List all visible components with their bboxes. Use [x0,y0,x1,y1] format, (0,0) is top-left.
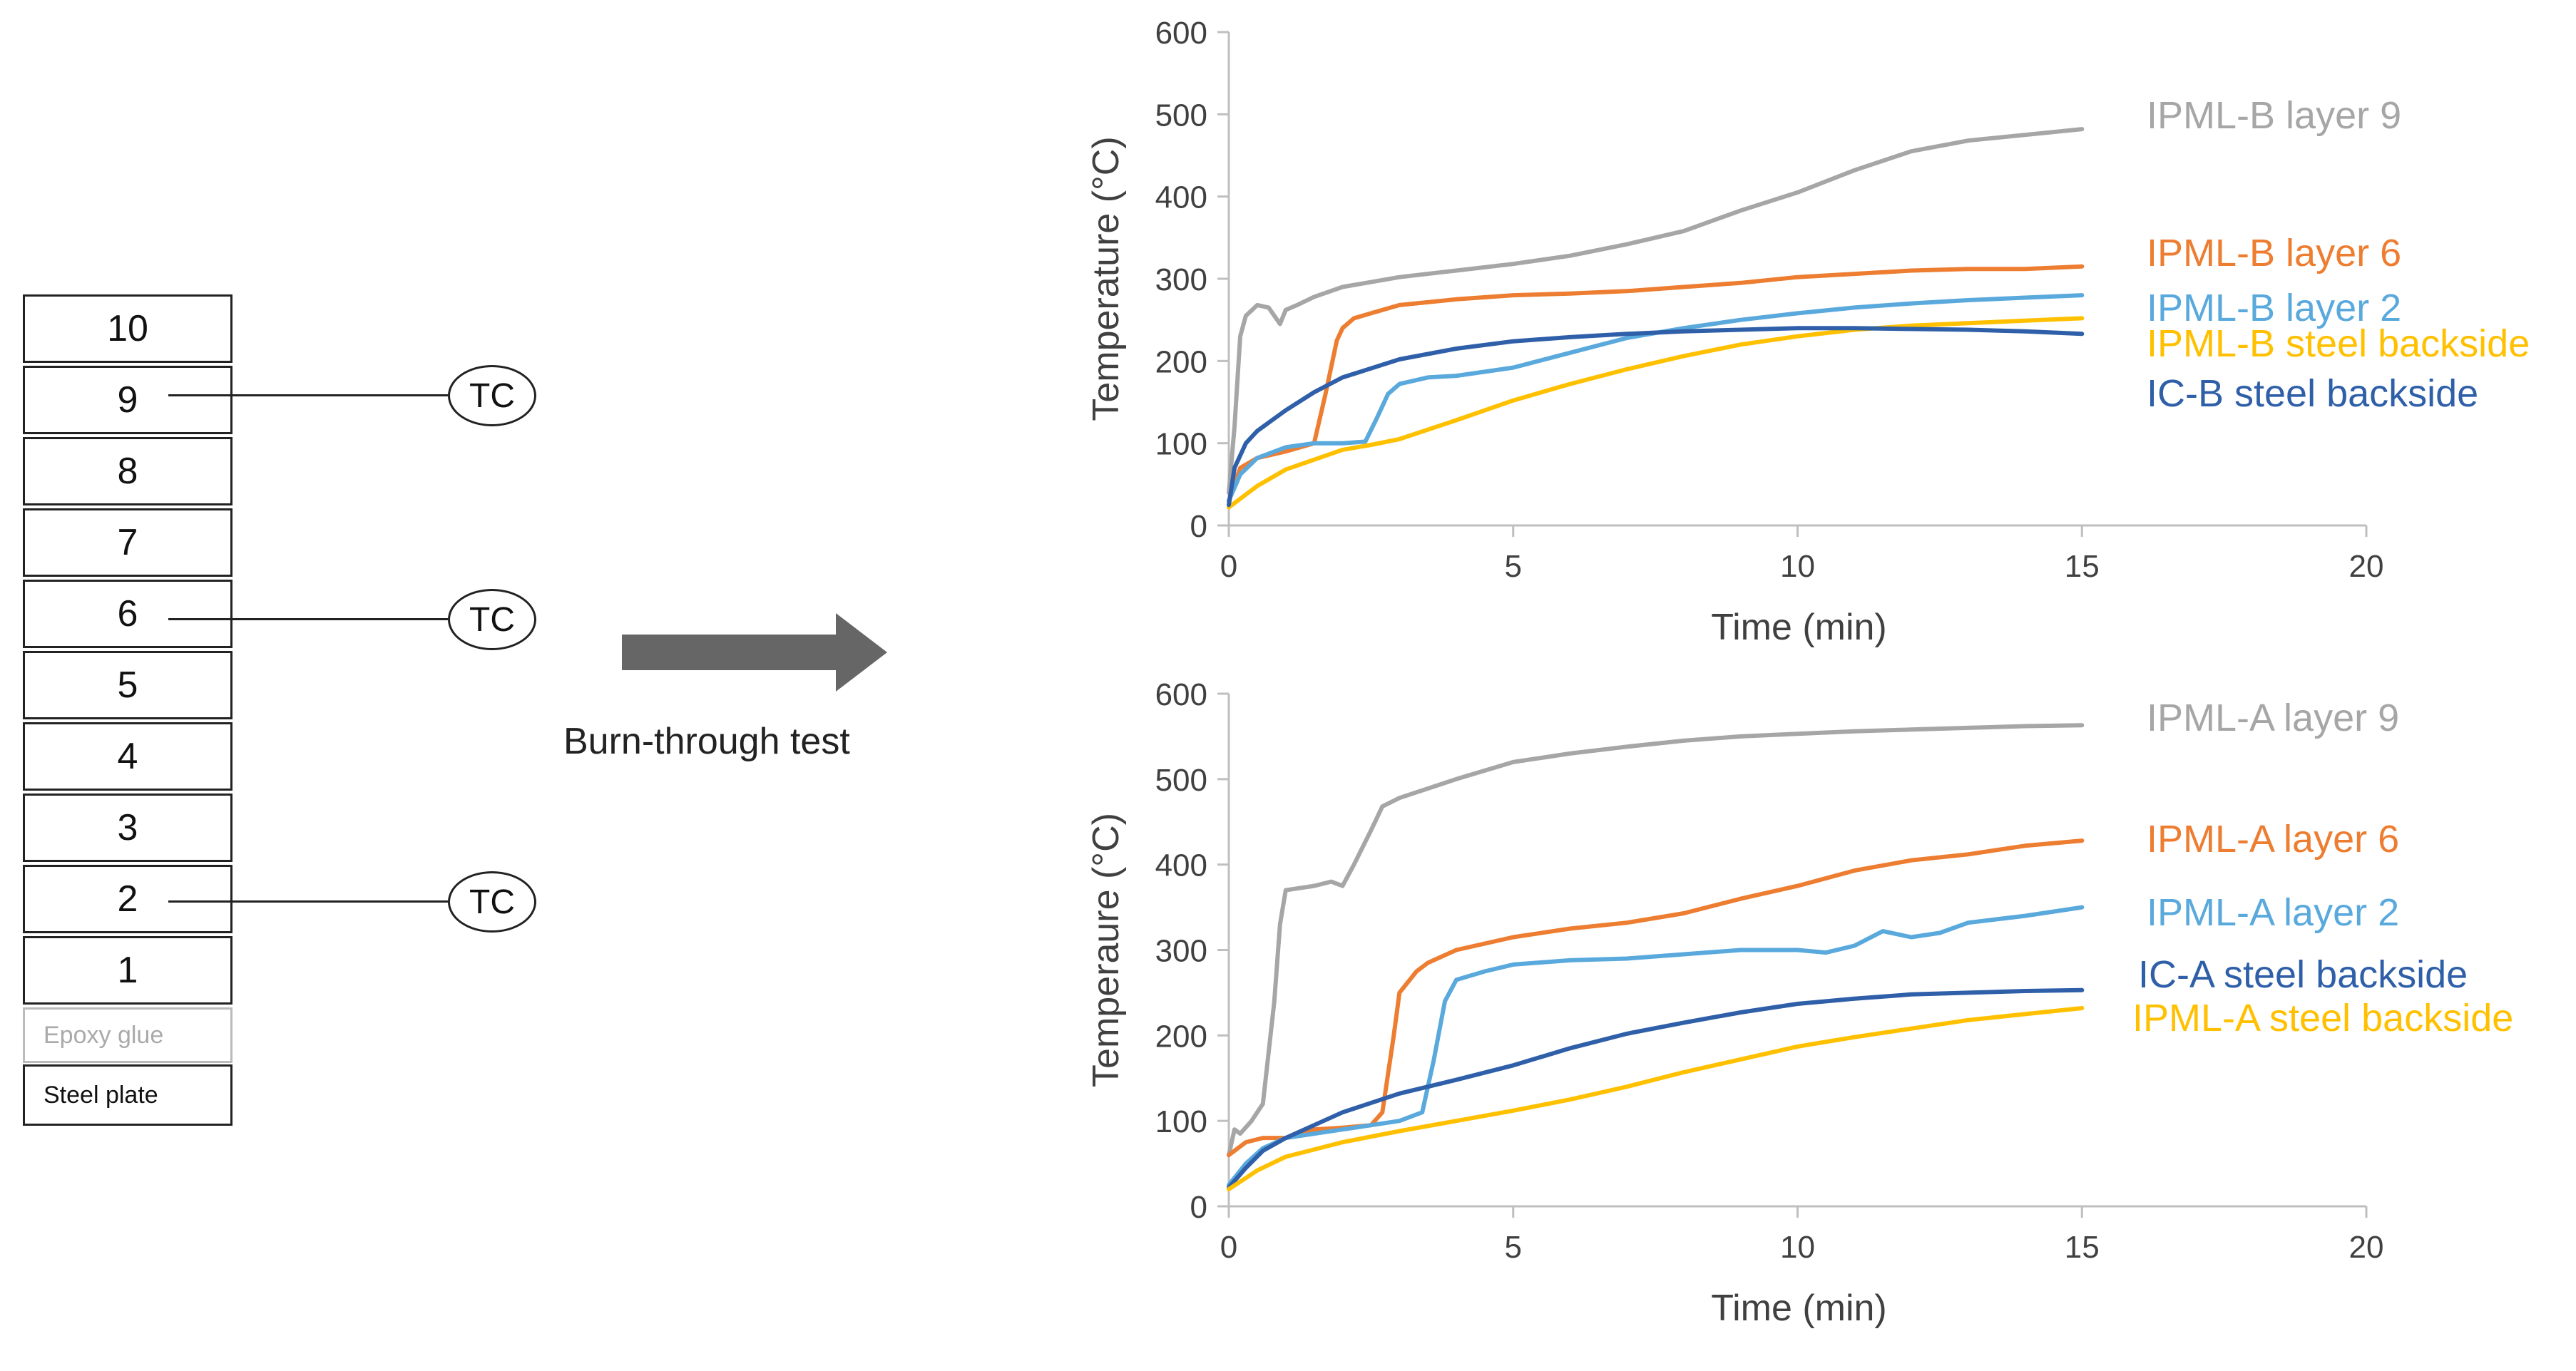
y-tick-label: 0 [1190,1190,1207,1225]
layer-6: 6 [23,580,232,648]
x-tick-label: 15 [2065,549,2100,584]
layer-8: 8 [23,437,232,505]
x-tick-label: 5 [1505,549,1522,584]
series-label: IPML-B steel backside [2147,322,2530,365]
series-label: IPML-B layer 6 [2147,232,2401,274]
chart-ipml-b-plot: 0 100 200 300 400 500 600 0 5 10 15 20 Time (min) Tem… [1085,16,2530,648]
x-tick-label: 10 [1780,1230,1815,1265]
layer-5: 5 [23,651,232,719]
right-arrow-icon [622,613,887,692]
y-tick-label: 300 [1155,262,1207,297]
series-line [1227,326,2085,508]
series-line [1227,1006,2085,1191]
series-label: IPML-B layer 2 [2147,287,2401,329]
series-label: IPML-A steel backside [2132,997,2513,1039]
y-tick-label: 600 [1155,16,1207,51]
series-line [1227,127,2085,495]
y-tick-label: 100 [1155,427,1207,462]
layer-4: 4 [23,722,232,791]
series-line [1227,838,2085,1158]
layer-1: 1 [23,936,232,1005]
y-tick-label: 500 [1155,98,1207,133]
thermocouple-layer-6: TC [448,589,536,650]
x-tick-label: 20 [2349,549,2384,584]
x-axis-label: Time (min) [1711,607,1887,648]
series-line [1227,905,2085,1187]
series-line [1227,293,2085,503]
y-tick-label: 600 [1155,677,1207,712]
layer-9: 9 [23,366,232,434]
series-label: IC-B steel backside [2147,372,2478,415]
burn-through-test-label: Burn-through test [563,721,850,762]
y-tick-label: 0 [1190,509,1207,544]
x-tick-label: 5 [1505,1230,1522,1265]
x-tick-label: 0 [1220,1230,1237,1265]
thermocouple-lead-layer-2 [168,900,448,903]
y-axis-label: Temperaure (°C) [1085,813,1127,1087]
y-tick-label: 300 [1155,934,1207,969]
series-label: IPML-A layer 6 [2147,818,2399,861]
y-tick-label: 400 [1155,848,1207,883]
steel-plate-layer: Steel plate [23,1064,232,1126]
y-tick-label: 100 [1155,1104,1207,1139]
x-axis-label: Time (min) [1711,1288,1887,1329]
series-line [1227,316,2085,510]
thermocouple-layer-9: TC [448,365,536,426]
series-label: IPML-A layer 2 [2147,891,2399,934]
layer-10: 10 [23,294,232,363]
y-tick-label: 200 [1155,1019,1207,1054]
epoxy-glue-layer: Epoxy glue [23,1007,232,1063]
x-tick-label: 0 [1220,549,1237,584]
series-label: IPML-B layer 9 [2147,94,2401,137]
chart-ipml-a-plot: 0 100 200 300 400 500 600 0 5 10 15 20 Time (min) Tem… [1085,677,2513,1329]
thermocouple-lead-layer-9 [168,394,448,396]
x-tick-label: 15 [2065,1230,2100,1265]
y-axis-label: Temperature (°C) [1085,136,1127,421]
layer-2: 2 [23,865,232,933]
layer-7: 7 [23,508,232,577]
series-line [1227,987,2085,1190]
series-label: IPML-A layer 9 [2147,697,2399,739]
thermocouple-lead-layer-6 [168,618,448,620]
series-line [1227,723,2085,1158]
y-tick-label: 200 [1155,344,1207,379]
thermocouple-layer-2: TC [448,871,536,933]
layer-3: 3 [23,794,232,862]
series-label: IC-A steel backside [2138,953,2468,996]
x-tick-label: 20 [2349,1230,2384,1265]
x-tick-label: 10 [1780,549,1815,584]
y-tick-label: 400 [1155,180,1207,215]
y-tick-label: 500 [1155,763,1207,798]
